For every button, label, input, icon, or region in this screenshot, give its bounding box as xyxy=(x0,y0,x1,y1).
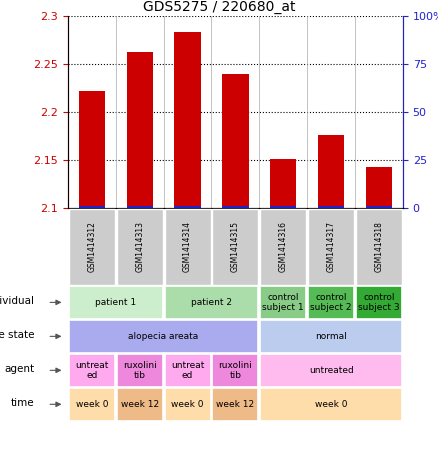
Bar xyxy=(165,209,211,284)
Bar xyxy=(212,354,258,386)
Text: GSM1414314: GSM1414314 xyxy=(183,222,192,272)
Bar xyxy=(260,209,306,284)
Bar xyxy=(69,286,162,319)
Bar xyxy=(260,354,402,386)
Bar xyxy=(174,32,201,208)
Bar xyxy=(174,206,201,208)
Bar xyxy=(260,320,402,352)
Bar xyxy=(308,286,354,319)
Bar xyxy=(318,135,344,208)
Bar xyxy=(270,206,297,208)
Text: untreat
ed: untreat ed xyxy=(75,361,109,380)
Bar xyxy=(222,73,249,208)
Bar xyxy=(165,286,258,319)
Text: GSM1414315: GSM1414315 xyxy=(231,222,240,272)
Bar xyxy=(356,209,402,284)
Text: time: time xyxy=(11,398,34,408)
Bar xyxy=(366,206,392,208)
Text: ruxolini
tib: ruxolini tib xyxy=(123,361,156,380)
Text: patient 1: patient 1 xyxy=(95,298,136,307)
Bar xyxy=(356,286,402,319)
Text: week 0: week 0 xyxy=(315,400,347,409)
Text: control
subject 2: control subject 2 xyxy=(311,293,352,312)
Bar xyxy=(318,206,344,208)
Text: alopecia areata: alopecia areata xyxy=(128,332,199,341)
Text: GSM1414318: GSM1414318 xyxy=(374,222,384,272)
Bar xyxy=(69,320,258,352)
Text: GSM1414316: GSM1414316 xyxy=(279,222,288,272)
Text: ruxolini
tib: ruxolini tib xyxy=(219,361,252,380)
Bar xyxy=(69,354,115,386)
Text: GSM1414313: GSM1414313 xyxy=(135,222,144,272)
Bar xyxy=(165,354,211,386)
Bar xyxy=(127,206,153,208)
Text: GSM1414317: GSM1414317 xyxy=(327,222,336,272)
Bar xyxy=(117,388,162,420)
Bar xyxy=(366,167,392,208)
Text: control
subject 1: control subject 1 xyxy=(262,293,304,312)
Text: week 12: week 12 xyxy=(120,400,159,409)
Text: normal: normal xyxy=(315,332,347,341)
Text: untreat
ed: untreat ed xyxy=(171,361,204,380)
Text: week 12: week 12 xyxy=(216,400,254,409)
Bar xyxy=(69,388,115,420)
Bar xyxy=(212,388,258,420)
Bar xyxy=(79,91,105,208)
Bar xyxy=(212,209,258,284)
Bar xyxy=(79,206,105,208)
Text: patient 2: patient 2 xyxy=(191,298,232,307)
Text: disease state: disease state xyxy=(0,330,34,340)
Bar xyxy=(308,209,354,284)
Text: GDS5275 / 220680_at: GDS5275 / 220680_at xyxy=(143,0,295,14)
Bar xyxy=(117,354,162,386)
Text: week 0: week 0 xyxy=(171,400,204,409)
Bar xyxy=(270,159,297,208)
Text: GSM1414312: GSM1414312 xyxy=(87,222,96,272)
Text: control
subject 3: control subject 3 xyxy=(358,293,400,312)
Text: agent: agent xyxy=(4,364,34,374)
Bar xyxy=(260,286,306,319)
Bar xyxy=(165,388,211,420)
Text: week 0: week 0 xyxy=(76,400,108,409)
Bar xyxy=(69,209,115,284)
Bar xyxy=(260,388,402,420)
Text: untreated: untreated xyxy=(309,366,353,375)
Bar xyxy=(222,206,249,208)
Bar xyxy=(127,53,153,208)
Bar xyxy=(117,209,162,284)
Text: individual: individual xyxy=(0,296,34,306)
